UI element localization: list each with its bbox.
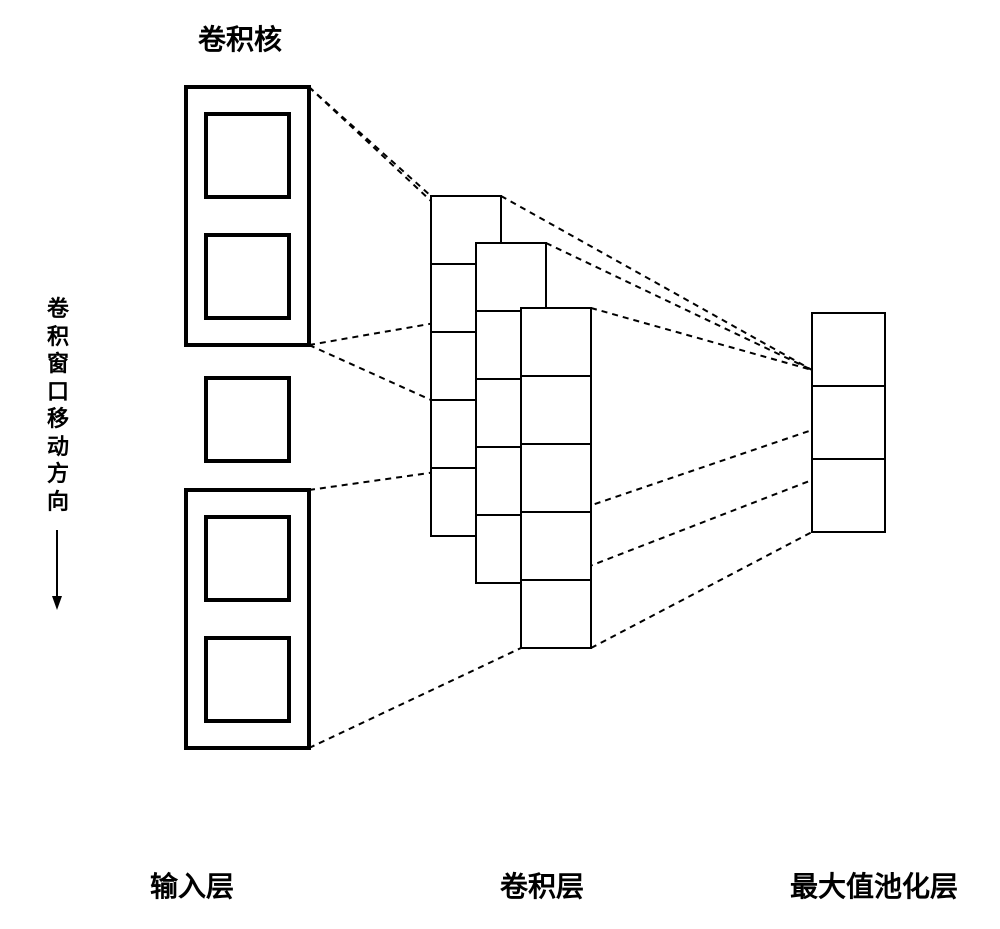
kernel-window-bottom [186,490,309,748]
kernel-window-top [186,87,309,345]
pool-layer-label: 最大值池化层 [790,865,958,905]
kernel-title-label: 卷积核 [198,18,282,58]
cnn-diagram [0,0,1000,929]
direction-arrow [52,530,62,610]
pool-column [812,313,885,532]
conv-column-3 [521,308,591,648]
window-direction-label: 卷积窗口移动方向 [47,295,69,515]
conv-layer-label: 卷积层 [500,865,584,905]
input-layer-label: 输入层 [150,865,234,905]
